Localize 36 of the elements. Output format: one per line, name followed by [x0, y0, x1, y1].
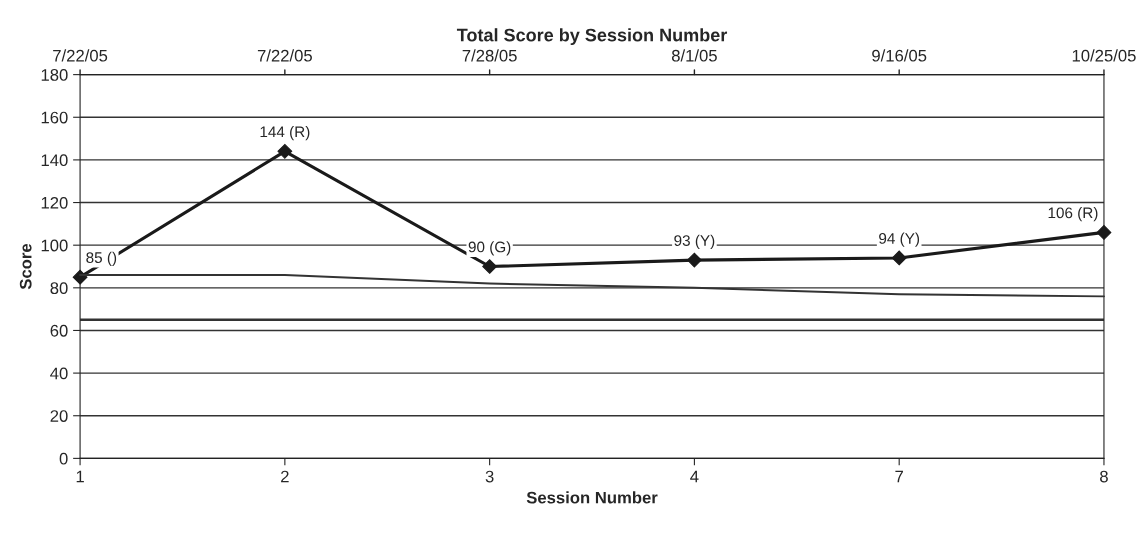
data-label: 93 (Y)	[674, 234, 715, 249]
y-tick-label: 20	[50, 410, 68, 422]
y-tick-label: 80	[50, 282, 68, 295]
text: 7/22/05	[257, 49, 312, 62]
y-tick-label: 40	[50, 367, 68, 380]
data-label: 94 (Y)	[879, 232, 920, 247]
y-tick-label: 140	[41, 154, 68, 167]
x-tick-label: 4	[690, 470, 699, 483]
point	[277, 143, 293, 159]
data-label: 85 ()	[86, 251, 117, 267]
point	[687, 252, 702, 268]
x-tick-label: 2	[281, 470, 289, 483]
data-label: 144 (R)	[260, 126, 310, 141]
text: 7/22/05	[53, 49, 108, 62]
text: 8/1/05	[671, 49, 717, 62]
x-tick-label: 3	[485, 470, 494, 483]
y-tick-label: 160	[41, 111, 68, 124]
y-tick-label: 100	[41, 239, 68, 252]
text: 7/28/05	[462, 49, 517, 62]
y-tick-label: 120	[41, 196, 68, 209]
y-tick-label: 0	[59, 452, 68, 465]
x-tick-label: 1	[76, 470, 84, 483]
text: 9/16/05	[872, 49, 927, 62]
y-axis-title: Score	[19, 243, 32, 290]
x-axis-title: Session Number	[526, 491, 658, 504]
data-label: 90 (G)	[468, 241, 511, 256]
chart-title: Total Score by Session Number	[456, 28, 728, 46]
y-tick-label: 60	[50, 324, 68, 337]
x-tick-label: 8	[1100, 470, 1108, 483]
point	[482, 259, 498, 274]
text: 10/25/05	[1072, 49, 1136, 62]
x-tick-label: 7	[895, 470, 903, 483]
data-label: 106 (R)	[1048, 207, 1098, 222]
point	[891, 250, 907, 266]
y-tick-label: 180	[41, 69, 68, 81]
point	[1096, 224, 1112, 240]
